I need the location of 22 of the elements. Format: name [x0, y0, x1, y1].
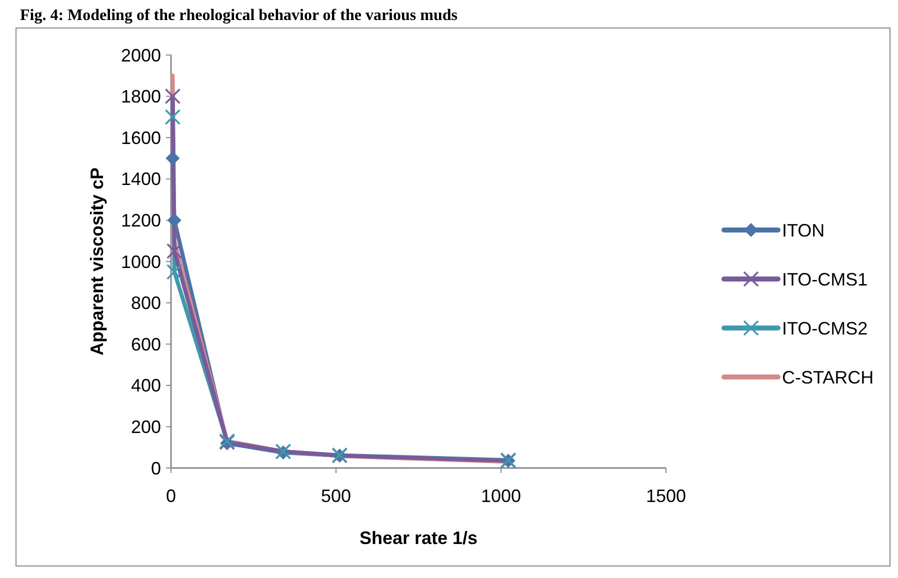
y-tick-label: 400: [130, 376, 161, 396]
y-tick-label: 0: [150, 458, 161, 478]
y-tick-label: 2000: [120, 45, 161, 66]
x-tick-label: 500: [320, 486, 352, 506]
y-tick-label: 200: [130, 417, 161, 437]
y-tick-label: 1400: [120, 169, 161, 190]
legend-label: ITO-CMS2: [782, 318, 868, 338]
chart-title: Fig. 4: Modeling of the rheological behavior of the various muds: [20, 7, 458, 24]
y-tick-label: 1000: [120, 252, 161, 272]
y-axis-title: Apparent viscosity cP: [87, 167, 107, 356]
y-tick-label: 1800: [120, 86, 161, 107]
y-tick-label: 800: [130, 293, 161, 314]
legend-label: C-STARCH: [782, 367, 874, 388]
legend-label: ITO-CMS1: [782, 269, 868, 290]
y-tick-label: 600: [130, 334, 161, 354]
legend-label: ITON: [782, 220, 825, 240]
y-tick-label: 1200: [120, 210, 161, 230]
x-tick-label: 0: [166, 486, 176, 506]
y-tick-label: 1600: [120, 128, 161, 148]
x-axis-title: Shear rate 1/s: [359, 528, 478, 548]
x-tick-label: 1000: [480, 486, 522, 506]
x-tick-label: 1500: [646, 486, 686, 506]
